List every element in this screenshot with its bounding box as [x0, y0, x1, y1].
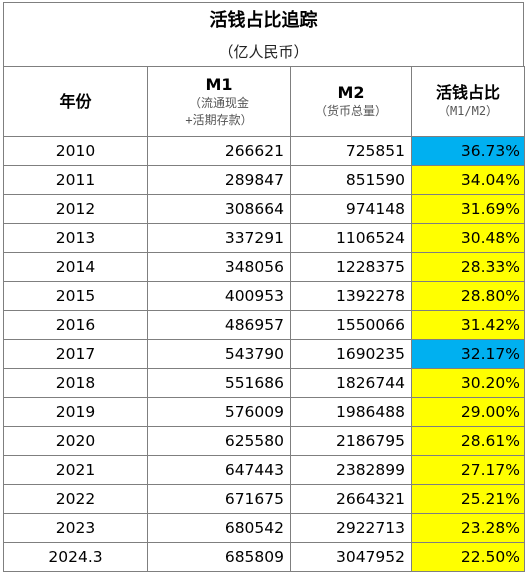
ratio-cell: 25.21% — [411, 484, 525, 514]
m2-cell: 1550066 — [290, 310, 412, 340]
year-cell: 2011 — [3, 165, 148, 195]
m2-header-desc: （货币总量） — [314, 104, 387, 118]
m2-cell: 1690235 — [290, 339, 412, 369]
year-cell: 2017 — [3, 339, 148, 369]
m1-header-desc-line1: （流通现金 — [188, 95, 249, 110]
ratio-cell: 27.17% — [411, 455, 525, 485]
m2-header-label: M2 — [337, 83, 365, 102]
m2-cell: 851590 — [290, 165, 412, 195]
m2-cell: 725851 — [290, 136, 412, 166]
m2-cell: 1228375 — [290, 252, 412, 282]
table-right-border — [523, 2, 524, 68]
ratio-cell: 29.00% — [411, 397, 525, 427]
year-cell: 2010 — [3, 136, 148, 166]
table-row: 2011 289847 851590 34.04% — [3, 165, 525, 195]
m1-cell: 400953 — [147, 281, 291, 311]
year-cell: 2023 — [3, 513, 148, 543]
m1-cell: 348056 — [147, 252, 291, 282]
m1-header-desc-line2: +活期存款） — [185, 112, 253, 127]
m2-cell: 2922713 — [290, 513, 412, 543]
ratio-header-label: 活钱占比 — [435, 83, 500, 102]
m1-cell: 543790 — [147, 339, 291, 369]
year-cell: 2022 — [3, 484, 148, 514]
table-title: 活钱占比追踪 — [209, 10, 318, 31]
table-row: 2020 625580 2186795 28.61% — [3, 426, 525, 456]
m2-cell: 974148 — [290, 194, 412, 224]
ratio-cell: 23.28% — [411, 513, 525, 543]
ratio-cell: 28.61% — [411, 426, 525, 456]
year-cell: 2013 — [3, 223, 148, 253]
money-supply-table: 年份 M1 （流通现金 +活期存款） M2 （货币总量） 活钱占比 （M1/M2… — [3, 66, 525, 572]
m2-cell: 1392278 — [290, 281, 412, 311]
m1-header-label: M1 — [205, 74, 233, 94]
m2-cell: 2664321 — [290, 484, 412, 514]
m2-cell: 1106524 — [290, 223, 412, 253]
table-row: 2012 308664 974148 31.69% — [3, 194, 525, 224]
m1-cell: 337291 — [147, 223, 291, 253]
ratio-header: 活钱占比 （M1/M2） — [411, 66, 525, 137]
ratio-cell: 32.17% — [411, 339, 525, 369]
table-row: 2017 543790 1690235 32.17% — [3, 339, 525, 369]
table-row: 2021 647443 2382899 27.17% — [3, 455, 525, 485]
year-cell: 2012 — [3, 194, 148, 224]
m1-cell: 680542 — [147, 513, 291, 543]
table-row: 2010 266621 725851 36.73% — [3, 136, 525, 166]
m1-cell: 576009 — [147, 397, 291, 427]
m1-cell: 486957 — [147, 310, 291, 340]
year-header-label: 年份 — [59, 91, 92, 111]
spreadsheet-table-container: 活钱占比追踪 （亿人民币） 年份 M1 （流通现金 +活期存款） M2 （货币 — [3, 2, 525, 572]
m1-cell: 551686 — [147, 368, 291, 398]
ratio-cell: 31.69% — [411, 194, 525, 224]
year-cell: 2021 — [3, 455, 148, 485]
m2-cell: 1986488 — [290, 397, 412, 427]
year-cell: 2018 — [3, 368, 148, 398]
table-row: 2018 551686 1826744 30.20% — [3, 368, 525, 398]
ratio-cell: 30.20% — [411, 368, 525, 398]
ratio-cell: 28.33% — [411, 252, 525, 282]
year-cell: 2015 — [3, 281, 148, 311]
ratio-cell: 31.42% — [411, 310, 525, 340]
m2-cell: 1826744 — [290, 368, 412, 398]
m1-cell: 625580 — [147, 426, 291, 456]
table-top-border — [3, 2, 524, 3]
table-row: 2014 348056 1228375 28.33% — [3, 252, 525, 282]
ratio-cell: 36.73% — [411, 136, 525, 166]
ratio-cell: 28.80% — [411, 281, 525, 311]
year-cell: 2024.3 — [3, 542, 148, 572]
m1-cell: 647443 — [147, 455, 291, 485]
table-row: 2022 671675 2664321 25.21% — [3, 484, 525, 514]
m2-cell: 2186795 — [290, 426, 412, 456]
table-row: 2024.3 685809 3047952 22.50% — [3, 542, 525, 572]
header-row: 年份 M1 （流通现金 +活期存款） M2 （货币总量） 活钱占比 （M1/M2… — [3, 66, 525, 137]
table-row: 2015 400953 1392278 28.80% — [3, 281, 525, 311]
table-row: 2013 337291 1106524 30.48% — [3, 223, 525, 253]
table-left-border — [3, 2, 4, 68]
table-row: 2019 576009 1986488 29.00% — [3, 397, 525, 427]
year-cell: 2016 — [3, 310, 148, 340]
m1-cell: 308664 — [147, 194, 291, 224]
ratio-cell: 34.04% — [411, 165, 525, 195]
ratio-cell: 22.50% — [411, 542, 525, 572]
m1-cell: 685809 — [147, 542, 291, 572]
m1-cell: 289847 — [147, 165, 291, 195]
year-cell: 2019 — [3, 397, 148, 427]
table-row: 2023 680542 2922713 23.28% — [3, 513, 525, 543]
table-body: 2010 266621 725851 36.73% 2011 289847 851590 34… — [3, 136, 525, 572]
m1-cell: 671675 — [147, 484, 291, 514]
m2-header: M2 （货币总量） — [290, 66, 412, 137]
m2-cell: 3047952 — [290, 542, 412, 572]
ratio-header-desc: （M1/M2） — [437, 104, 499, 118]
ratio-cell: 30.48% — [411, 223, 525, 253]
m2-cell: 2382899 — [290, 455, 412, 485]
year-cell: 2020 — [3, 426, 148, 456]
year-cell: 2014 — [3, 252, 148, 282]
table-row: 2016 486957 1550066 31.42% — [3, 310, 525, 340]
m1-header: M1 （流通现金 +活期存款） — [147, 66, 291, 137]
year-header: 年份 — [3, 66, 148, 137]
table-subtitle: （亿人民币） — [218, 42, 309, 61]
m1-cell: 266621 — [147, 136, 291, 166]
